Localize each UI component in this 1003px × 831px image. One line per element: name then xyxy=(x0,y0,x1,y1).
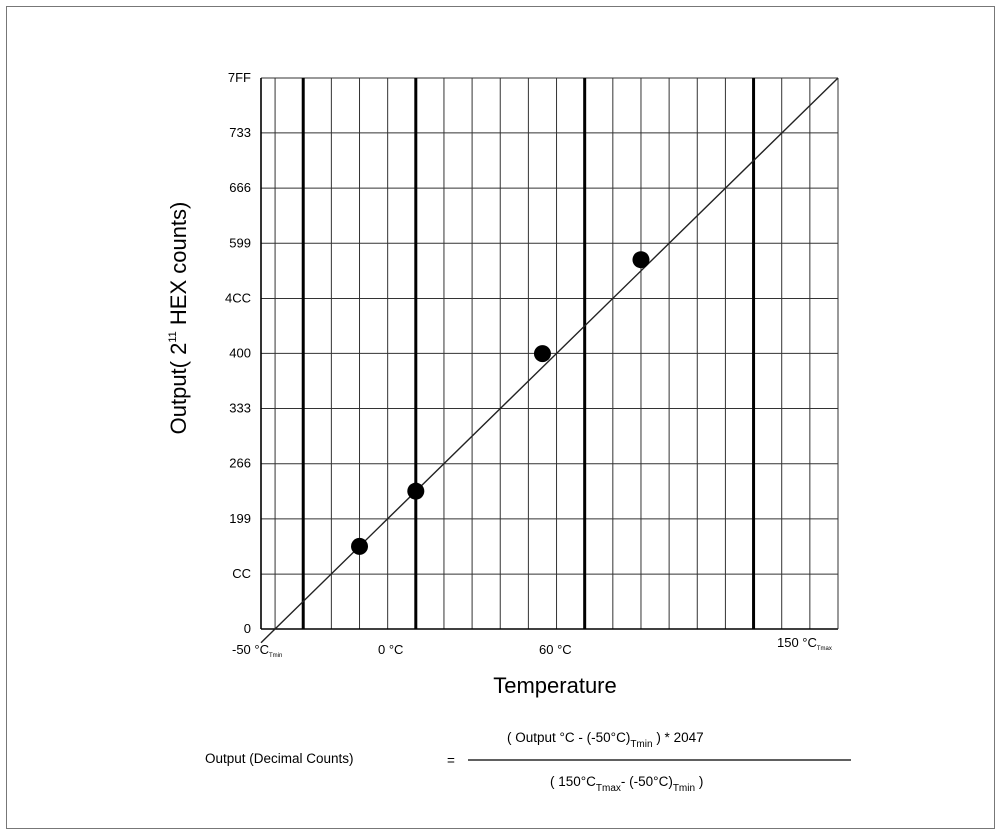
formula-lhs: Output (Decimal Counts) xyxy=(205,751,354,766)
data-point xyxy=(533,345,551,363)
x-tick-label: 0 °C xyxy=(378,642,403,657)
y-tick-label: 400 xyxy=(229,345,251,360)
y-tick-label: 666 xyxy=(229,180,251,195)
y-axis-label: Output( 211 HEX counts) xyxy=(166,202,191,435)
y-tick-label: 599 xyxy=(229,235,251,250)
x-tick-label: 150 °CTmax xyxy=(777,635,832,652)
y-tick-label: 333 xyxy=(229,401,251,416)
x-tick-label: -50 °CTmin xyxy=(232,642,282,659)
data-point xyxy=(351,537,369,555)
x-axis-label: Temperature xyxy=(493,673,617,698)
grid xyxy=(260,77,839,630)
formula-denominator: ( 150°CTmax- (-50°C)Tmin ) xyxy=(550,774,703,794)
formula-numerator: ( Output °C - (-50°C)Tmin ) * 2047 xyxy=(507,730,704,750)
formula-equals: = xyxy=(447,753,455,768)
x-tick-label: 60 °C xyxy=(539,642,572,657)
y-tick-label: 7FF xyxy=(228,70,251,85)
y-tick-label: 0 xyxy=(244,621,251,636)
y-tick-label: 266 xyxy=(229,456,251,471)
data-point xyxy=(407,482,425,500)
y-tick-label: 4CC xyxy=(225,290,251,305)
y-tick-labels: 0 CC 199 266 333 400 4CC 599 666 733 7FF xyxy=(225,70,251,636)
data-point xyxy=(632,251,650,269)
data-points xyxy=(351,251,650,555)
fit-line xyxy=(260,77,839,644)
y-tick-label: 199 xyxy=(229,511,251,526)
y-tick-label: 733 xyxy=(229,125,251,140)
y-tick-label: CC xyxy=(232,566,251,581)
bold-grid-lines xyxy=(301,78,756,629)
